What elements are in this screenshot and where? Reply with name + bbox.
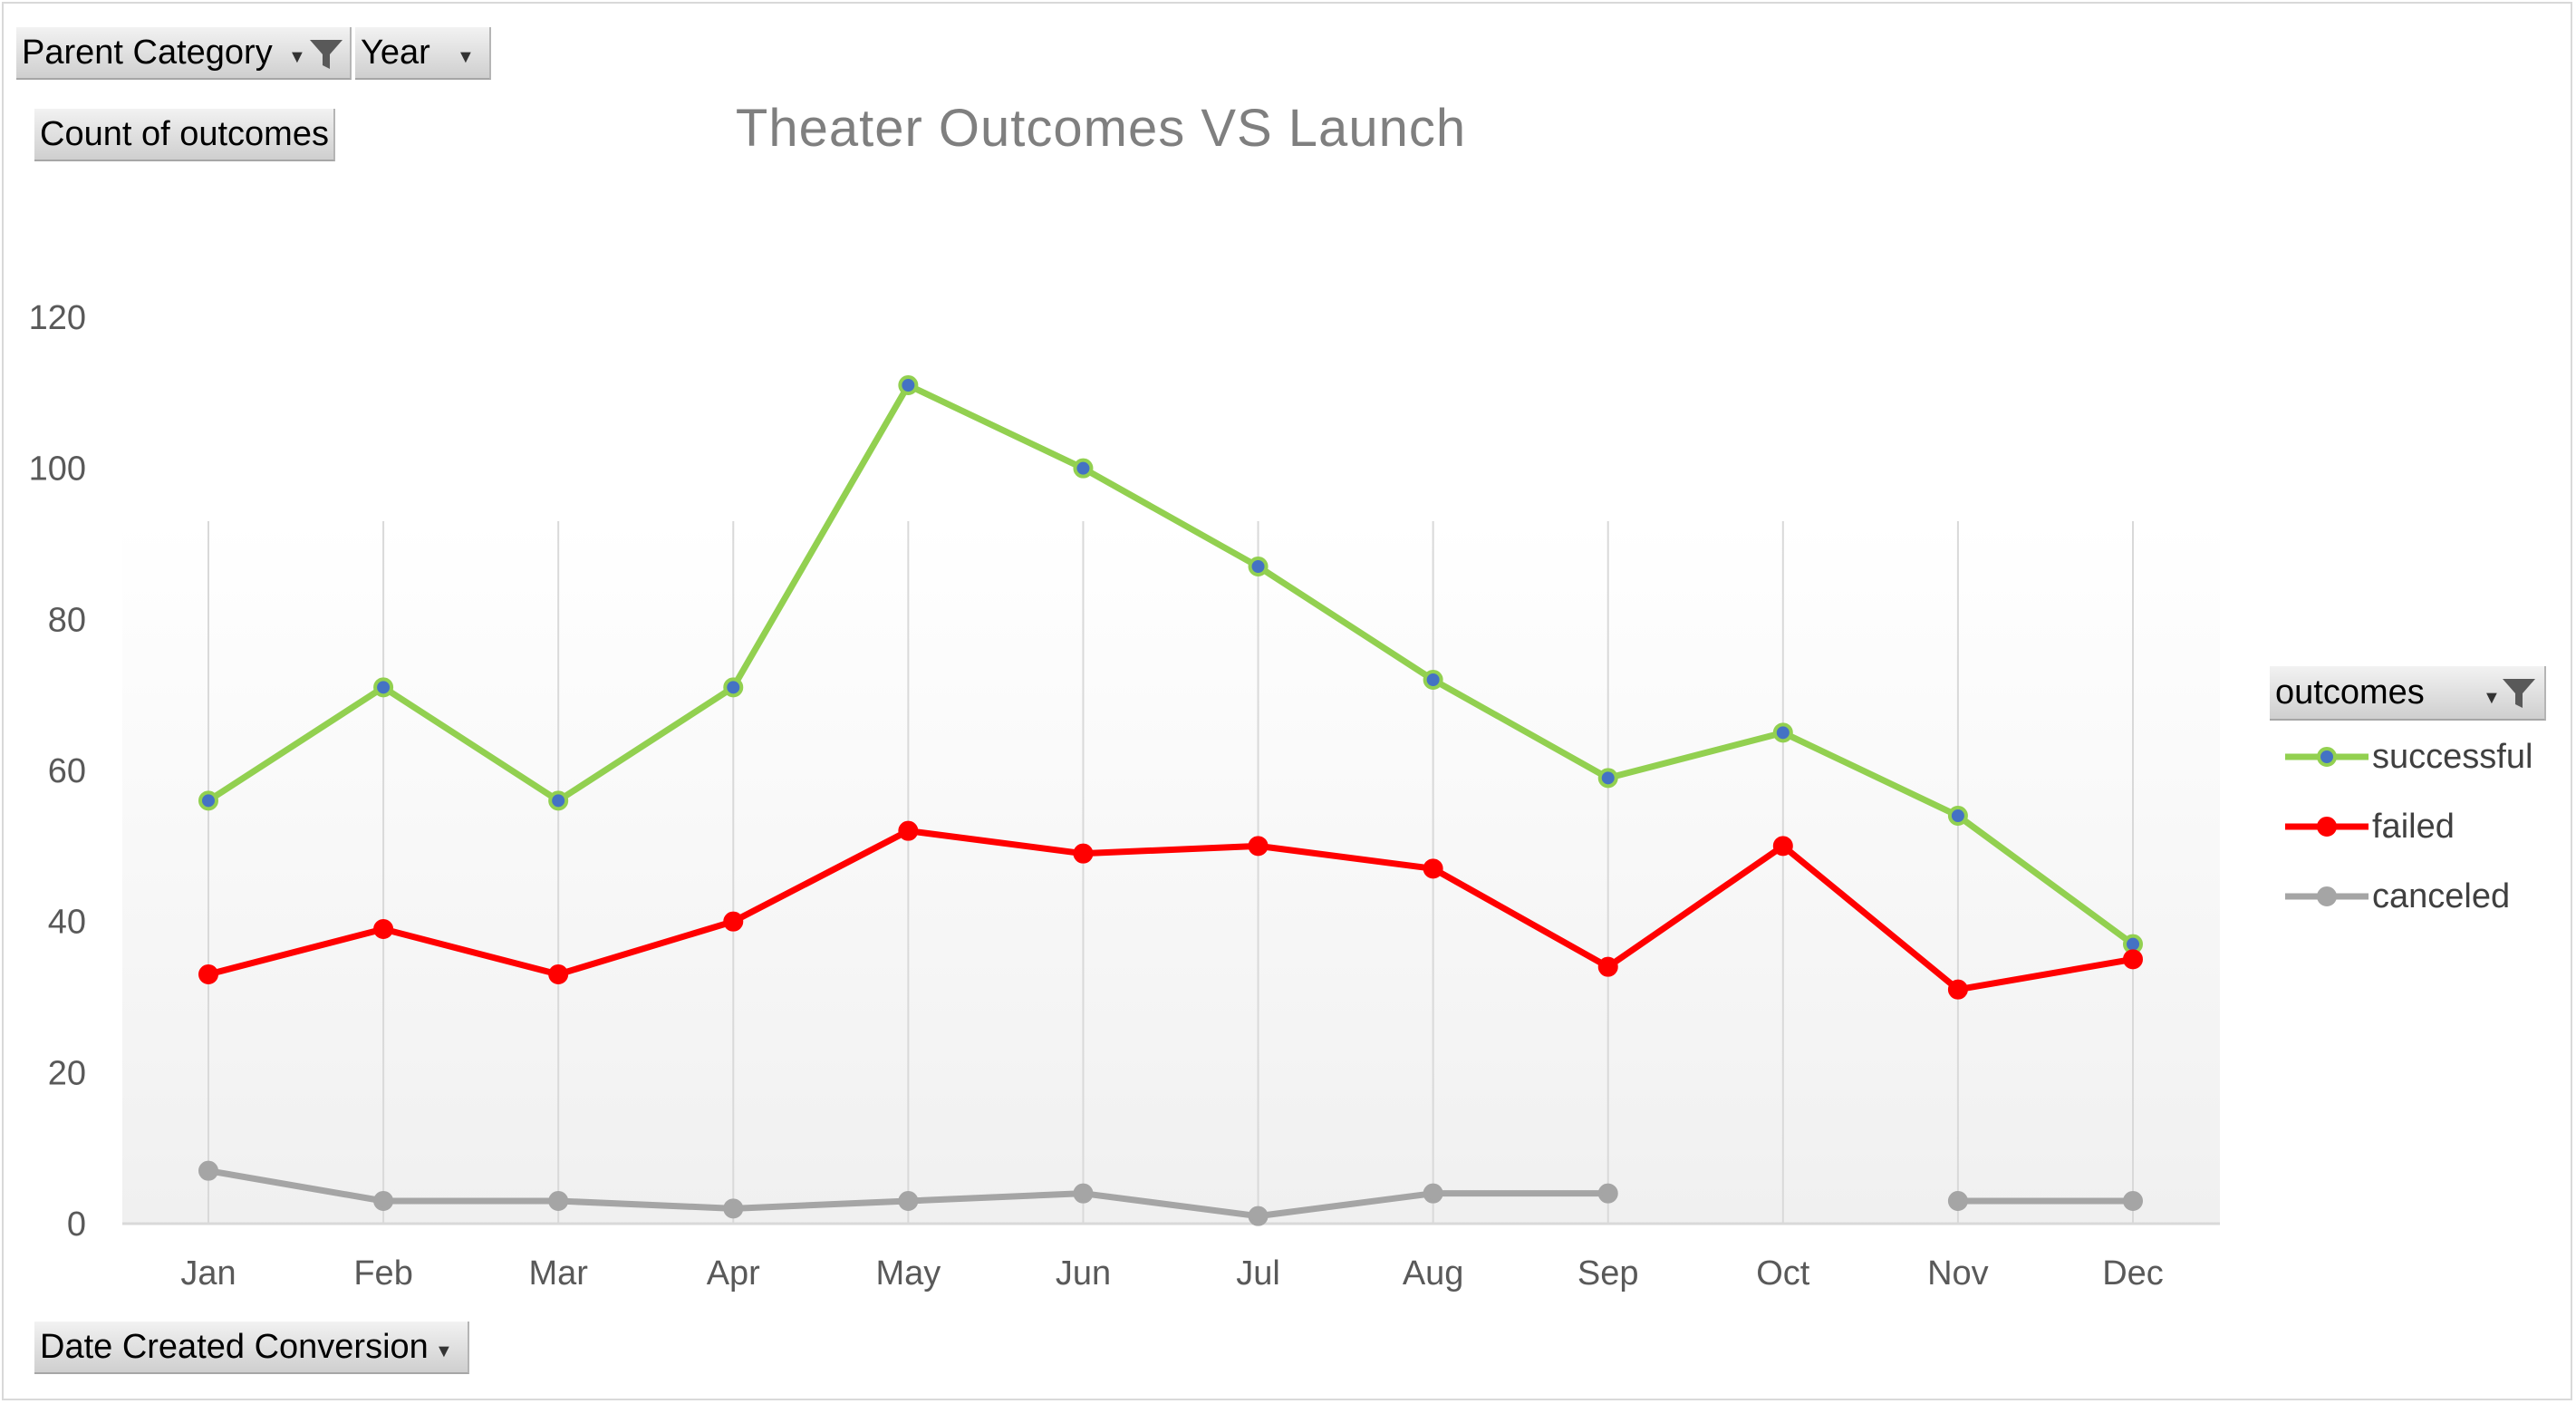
dropdown-arrow-icon: ▼ (2483, 688, 2501, 708)
x-tick-label: Aug (1403, 1254, 1464, 1293)
dropdown-arrow-icon: ▼ (435, 1341, 453, 1361)
data-point-canceled-may[interactable] (898, 1191, 919, 1211)
legend-label: successful (2372, 737, 2533, 776)
data-point-successful-jul[interactable] (1248, 557, 1269, 576)
parent-category-filter-button[interactable]: Parent Category ▼ (16, 27, 352, 80)
legend-item-canceled[interactable]: canceled (2282, 871, 2510, 922)
data-point-successful-jan[interactable] (198, 790, 218, 811)
data-point-failed-jan[interactable] (198, 964, 218, 984)
data-point-failed-jun[interactable] (1073, 843, 1094, 864)
y-tick-label: 80 (48, 601, 86, 639)
data-point-canceled-jul[interactable] (1248, 1206, 1269, 1226)
data-point-failed-may[interactable] (898, 820, 919, 841)
data-point-successful-mar[interactable] (548, 790, 569, 811)
data-point-failed-oct[interactable] (1772, 836, 1793, 857)
data-point-canceled-feb[interactable] (373, 1191, 394, 1211)
count-of-outcomes-button[interactable]: Count of outcomes (34, 109, 335, 161)
legend-swatch-icon (2285, 886, 2369, 906)
legend-swatch-icon (2285, 817, 2369, 837)
y-tick-label: 20 (48, 1054, 86, 1092)
y-tick-label: 100 (29, 450, 86, 489)
legend-swatch-icon (2285, 747, 2369, 767)
outcomes-filter-button[interactable]: outcomes ▼ (2270, 666, 2546, 721)
data-point-canceled-aug[interactable] (1423, 1183, 1443, 1204)
legend-item-successful[interactable]: successful (2282, 731, 2533, 782)
y-tick-label: 120 (29, 299, 86, 337)
x-tick-label: May (875, 1254, 941, 1293)
date-created-conversion-button[interactable]: Date Created Conversion ▼ (34, 1322, 469, 1374)
y-tick-label: 0 (67, 1206, 86, 1244)
year-label: Year (361, 33, 430, 72)
data-point-failed-jul[interactable] (1248, 836, 1269, 857)
data-point-failed-aug[interactable] (1423, 858, 1443, 879)
data-point-canceled-mar[interactable] (548, 1191, 569, 1211)
plot-background (122, 521, 2220, 1224)
data-point-successful-apr[interactable] (723, 677, 744, 698)
x-tick-label: Jun (1056, 1254, 1111, 1293)
data-point-successful-jun[interactable] (1073, 458, 1094, 479)
y-tick-label: 60 (48, 752, 86, 790)
filter-funnel-icon (310, 40, 343, 69)
x-tick-label: Dec (2102, 1254, 2164, 1293)
data-point-successful-feb[interactable] (373, 677, 394, 698)
data-point-canceled-jan[interactable] (198, 1160, 218, 1181)
data-point-canceled-dec[interactable] (2123, 1191, 2143, 1211)
x-tick-label: Jul (1236, 1254, 1280, 1293)
data-point-successful-nov[interactable] (1947, 806, 1968, 826)
value-field-label: Count of outcomes (40, 114, 329, 153)
legend-field-label: outcomes (2275, 673, 2425, 712)
data-point-failed-apr[interactable] (723, 911, 744, 932)
year-filter-button[interactable]: Year ▼ (355, 27, 491, 80)
x-tick-label: Mar (528, 1254, 588, 1293)
x-tick-label: Sep (1577, 1254, 1639, 1293)
axis-field-label: Date Created Conversion (40, 1327, 429, 1366)
data-point-successful-oct[interactable] (1772, 722, 1793, 743)
x-tick-label: Apr (707, 1254, 760, 1293)
series-line-successful (205, 382, 2137, 948)
x-tick-label: Oct (1756, 1254, 1810, 1293)
x-tick-label: Nov (1927, 1254, 1989, 1293)
series-line-failed (205, 828, 2137, 993)
x-tick-label: Jan (180, 1254, 236, 1293)
data-point-successful-aug[interactable] (1423, 670, 1443, 690)
legend-label: failed (2372, 807, 2455, 846)
data-point-failed-dec[interactable] (2123, 949, 2143, 970)
data-point-canceled-sep[interactable] (1597, 1183, 1618, 1204)
x-tick-label: Feb (353, 1254, 412, 1293)
data-point-canceled-apr[interactable] (723, 1198, 744, 1219)
data-point-failed-mar[interactable] (548, 964, 569, 984)
y-tick-label: 40 (48, 904, 86, 942)
dropdown-arrow-icon: ▼ (288, 47, 306, 67)
data-point-successful-sep[interactable] (1597, 768, 1618, 789)
parent-category-label: Parent Category (22, 33, 273, 72)
legend-item-failed[interactable]: failed (2282, 801, 2455, 852)
data-point-failed-nov[interactable] (1947, 979, 1968, 1000)
filter-funnel-icon (2503, 679, 2535, 708)
data-point-canceled-nov[interactable] (1947, 1191, 1968, 1211)
dropdown-arrow-icon: ▼ (457, 47, 475, 67)
data-point-successful-may[interactable] (898, 375, 919, 395)
data-point-failed-sep[interactable] (1597, 956, 1618, 977)
chart-title: Theater Outcomes VS Launch (735, 99, 1467, 158)
legend-label: canceled (2372, 876, 2511, 915)
data-point-canceled-jun[interactable] (1073, 1183, 1094, 1204)
data-point-failed-feb[interactable] (373, 919, 394, 939)
